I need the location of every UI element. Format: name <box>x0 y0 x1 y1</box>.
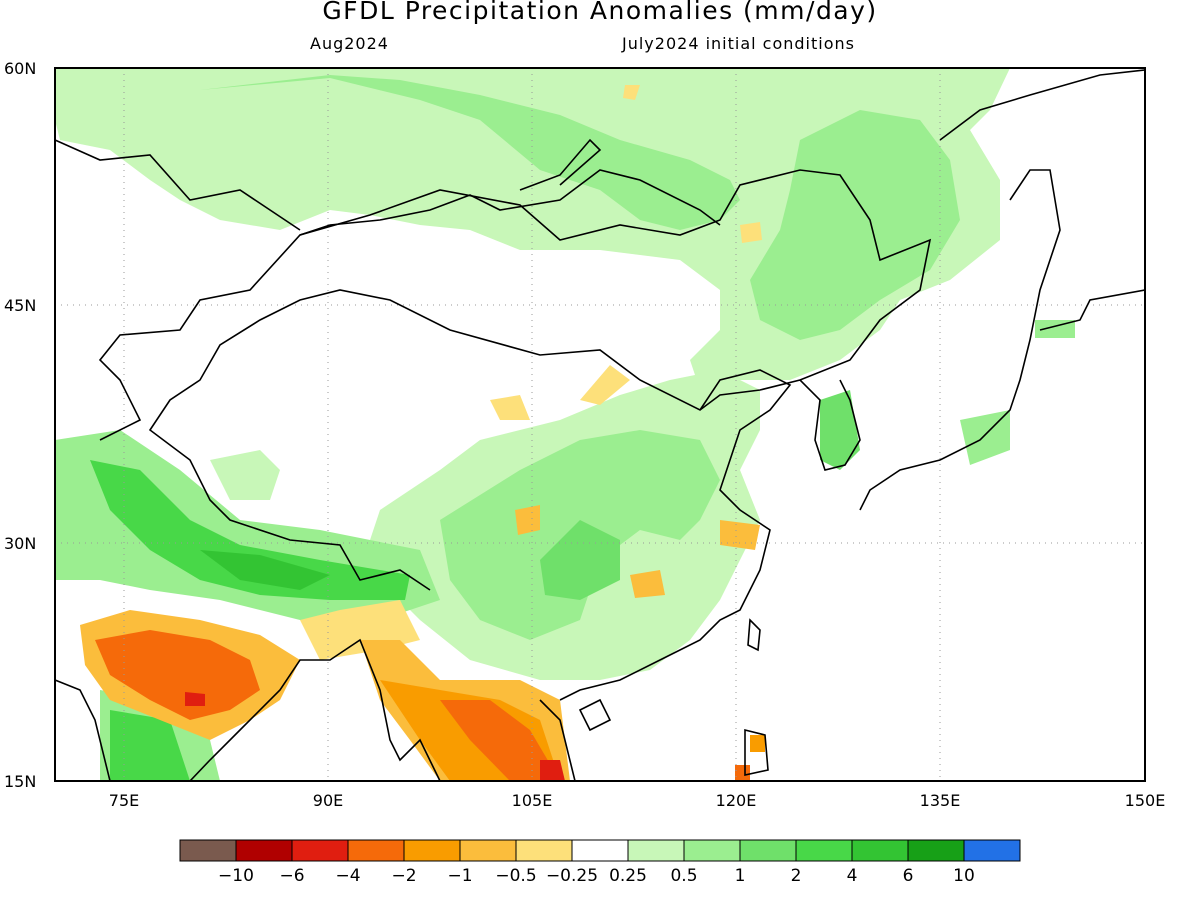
anomaly-region-indochina-dry-4 <box>540 760 565 781</box>
anomaly-region-india-dry-2 <box>95 630 260 720</box>
colorbar-swatch <box>739 839 797 862</box>
anomaly-region-indochina-dry-3 <box>440 700 560 781</box>
colorbar-swatch <box>235 839 293 862</box>
colorbar-swatch <box>403 839 461 862</box>
east-china-coast <box>559 369 792 701</box>
anomaly-region-korea <box>820 390 860 470</box>
colorbar: −10 −6 −4 −2 −1 −0.5 −0.25 0.25 0.5 1 2 4 6 10 <box>179 839 1021 886</box>
anomaly-spot-6 <box>740 222 762 243</box>
colorbar-label: 4 <box>847 866 858 886</box>
colorbar-swatch <box>571 839 629 862</box>
chart-title: GFDL Precipitation Anomalies (mm/day) <box>322 0 878 25</box>
colorbar-swatch <box>963 839 1021 862</box>
lon-label-105e: 105E <box>512 791 553 810</box>
anomaly-spot-5 <box>720 520 760 550</box>
colorbar-label: 0.25 <box>609 866 647 886</box>
anomaly-spot-1 <box>580 365 630 405</box>
chart-subtitle-init: July2024 initial conditions <box>622 34 855 53</box>
colorbar-swatch <box>179 839 237 862</box>
lat-label-60n: 60N <box>4 59 36 78</box>
colorbar-swatch <box>795 839 853 862</box>
colorbar-swatch <box>851 839 909 862</box>
russia-coast <box>55 69 1145 231</box>
colorbar-label: −2 <box>391 866 416 886</box>
anomaly-spot-3 <box>515 505 540 535</box>
colorbar-label: −6 <box>279 866 304 886</box>
colorbar-swatch <box>459 839 517 862</box>
anomaly-spot-7 <box>623 85 640 100</box>
anomaly-spot-2 <box>490 395 530 420</box>
anomaly-spot-4 <box>630 570 665 598</box>
colorbar-label: 10 <box>953 866 975 886</box>
colorbar-label: −10 <box>218 866 254 886</box>
colorbar-label: 0.5 <box>670 866 697 886</box>
colorbar-label: 1 <box>735 866 746 886</box>
anomaly-spot-taiwan <box>750 735 765 752</box>
lat-label-30n: 30N <box>4 534 36 553</box>
anomaly-region-plateau <box>210 450 280 500</box>
anomaly-region-south-india-2 <box>110 710 190 781</box>
colorbar-label: −4 <box>335 866 360 886</box>
lon-label-150e: 150E <box>1125 791 1166 810</box>
anomaly-region-himalaya-2 <box>90 460 410 600</box>
map-frame <box>54 67 1146 782</box>
lon-label-135e: 135E <box>920 791 961 810</box>
anomaly-region-india-dry-3 <box>185 692 205 706</box>
anomaly-field <box>55 68 1075 781</box>
japan-coast <box>859 169 1145 511</box>
colorbar-swatch <box>683 839 741 862</box>
map-boundaries <box>55 69 1145 781</box>
lon-label-75e: 75E <box>109 791 139 810</box>
indochina-coast <box>539 698 612 781</box>
anomaly-region-japan <box>960 410 1010 465</box>
colorbar-label: −0.5 <box>495 866 536 886</box>
colorbar-swatch <box>347 839 405 862</box>
lat-label-45n: 45N <box>4 296 36 315</box>
anomaly-region-north-2 <box>200 75 740 230</box>
mongolia-border <box>299 169 721 236</box>
lon-label-120e: 120E <box>716 791 757 810</box>
colorbar-swatch <box>907 839 965 862</box>
colorbar-swatch <box>291 839 349 862</box>
colorbar-label: 6 <box>903 866 914 886</box>
taiwan-coast <box>744 618 769 776</box>
anomaly-region-northeast-2 <box>750 110 960 340</box>
colorbar-label: −0.25 <box>546 866 598 886</box>
chart-subtitle-month: Aug2024 <box>310 34 389 53</box>
anomaly-region-china-3 <box>540 520 620 600</box>
anomaly-region-himalaya-3 <box>200 550 330 590</box>
colorbar-label: 2 <box>791 866 802 886</box>
india-coast <box>55 638 441 781</box>
lat-label-15n: 15N <box>4 772 36 791</box>
lon-label-90e: 90E <box>313 791 343 810</box>
korea-coast <box>799 379 861 471</box>
colorbar-swatch <box>627 839 685 862</box>
colorbar-label: −1 <box>447 866 472 886</box>
anomaly-spot-luzon <box>735 765 750 781</box>
colorbar-swatch <box>515 839 573 862</box>
map-grid <box>55 68 1145 781</box>
